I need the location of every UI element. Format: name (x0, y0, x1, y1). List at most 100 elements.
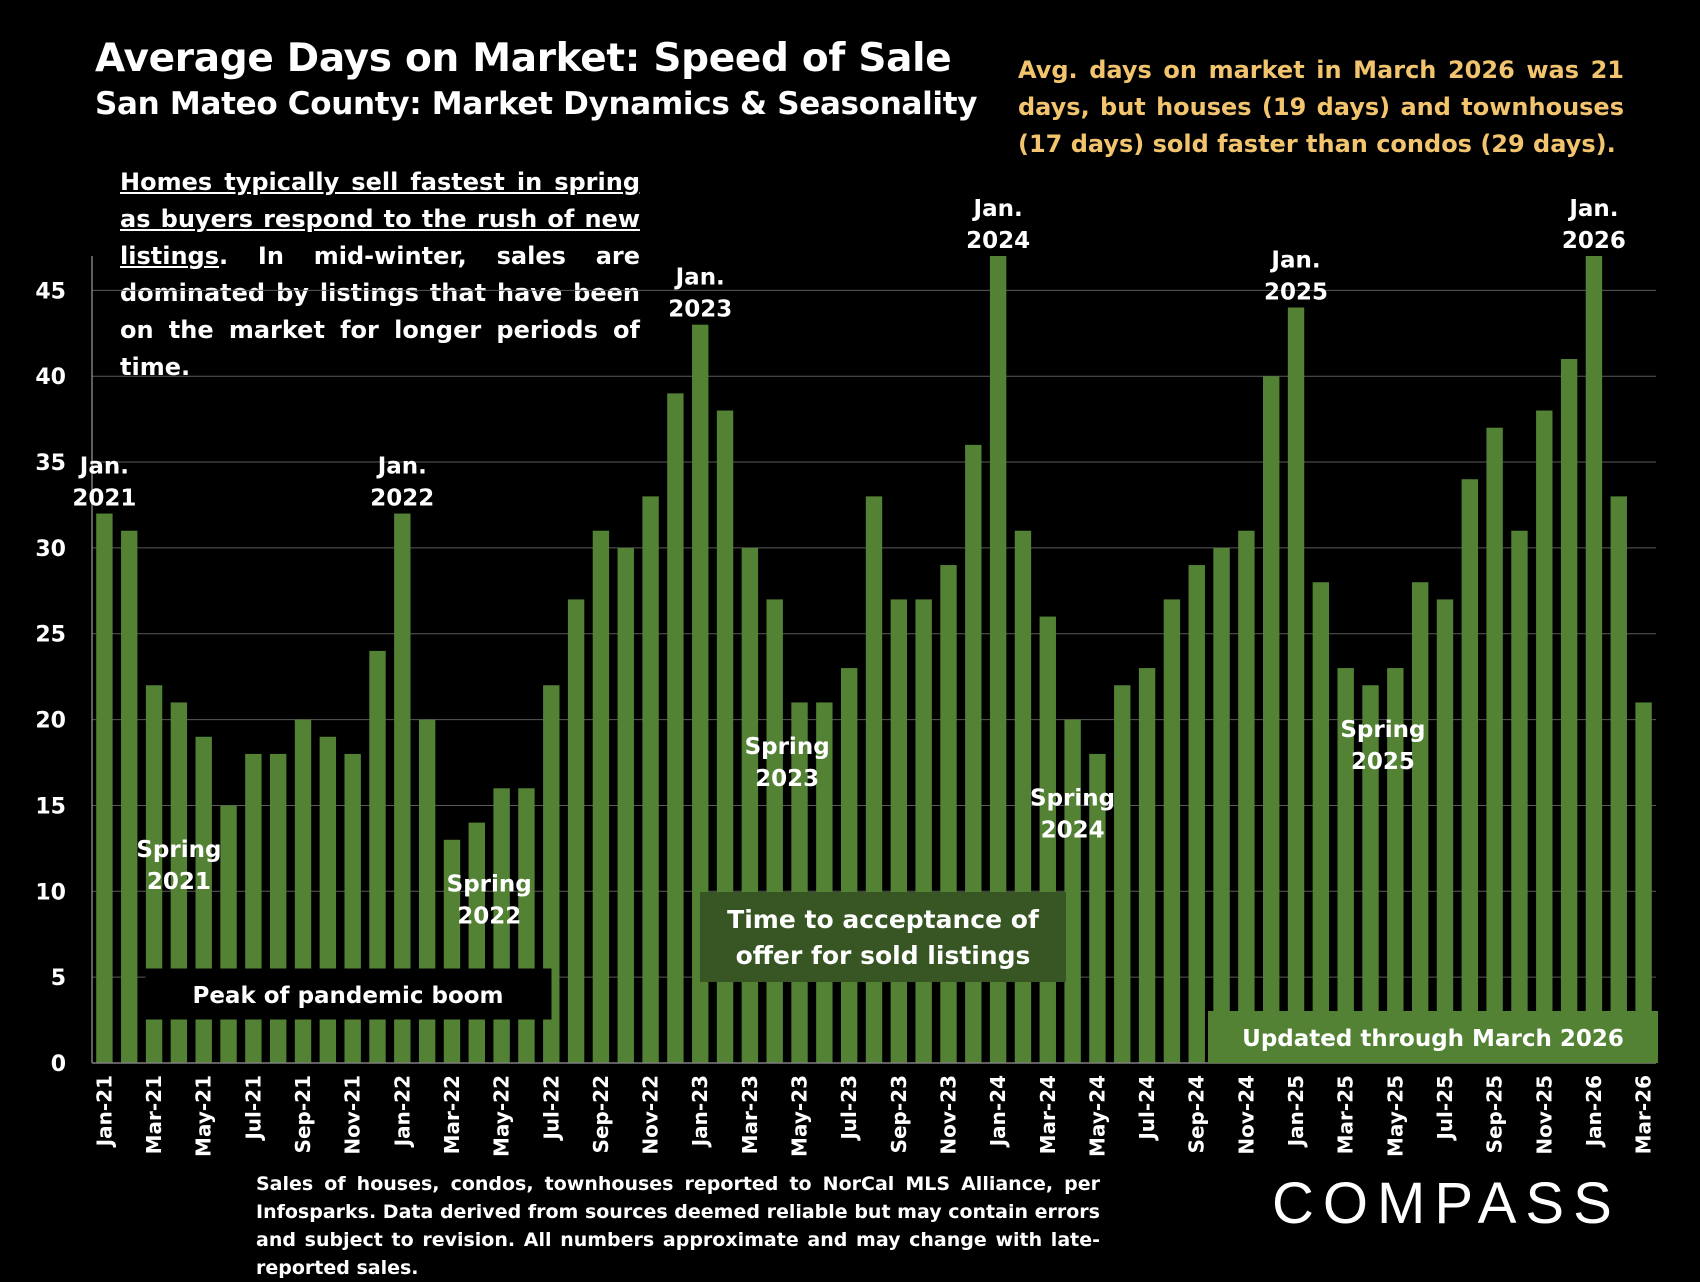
y-tick-label: 10 (35, 880, 66, 905)
x-tick-label: Sep-22 (589, 1075, 613, 1153)
x-tick-label: Jul-24 (1135, 1075, 1159, 1142)
bar-Dec-24 (1263, 376, 1280, 1063)
offer-box-label: Time to acceptance of offer for sold list… (727, 905, 1040, 970)
bar-Jan-23 (692, 324, 709, 1063)
x-tick-label: Sep-24 (1185, 1075, 1209, 1153)
x-tick-label: May-21 (192, 1075, 216, 1157)
peak-annotation: Jan. 2025 (1264, 248, 1328, 306)
x-tick-label: Jan-22 (390, 1075, 414, 1148)
x-tick-label: Jul-21 (241, 1075, 265, 1142)
bar-Nov-25 (1536, 410, 1553, 1063)
bar-Apr-22 (468, 822, 485, 1063)
peak-annotation: Jan. 2021 (72, 454, 136, 512)
x-tick-label: Sep-21 (291, 1075, 315, 1153)
x-tick-label: May-23 (788, 1075, 812, 1157)
bar-Sep-24 (1188, 565, 1205, 1063)
bar-Jan-25 (1287, 307, 1305, 1064)
x-tick-label: Sep-25 (1483, 1075, 1507, 1153)
y-tick-label: 35 (35, 451, 66, 476)
bar-Aug-22 (567, 599, 585, 1063)
x-tick-label: Jul-23 (837, 1075, 861, 1142)
bar-Dec-25 (1560, 359, 1578, 1064)
bar-May-25 (1387, 668, 1404, 1063)
source-footnote: Sales of houses, condos, townhouses repo… (256, 1173, 1100, 1279)
bar-Dec-21 (369, 650, 386, 1063)
bar-Mar-25 (1337, 668, 1354, 1063)
bar-Jan-22 (394, 513, 411, 1063)
bar-Feb-25 (1312, 582, 1330, 1063)
y-tick-label: 30 (35, 537, 66, 562)
y-tick-label: 45 (35, 279, 66, 304)
x-tick-label: Jan-26 (1582, 1075, 1606, 1148)
spring-annotation: Spring 2025 (1340, 717, 1425, 775)
bar-Nov-23 (940, 565, 957, 1063)
spring-annotation: Spring 2023 (745, 734, 830, 792)
bar-Jun-24 (1114, 685, 1131, 1063)
peak-annotation: Jan. 2023 (668, 265, 732, 323)
peak-annotation: Jan. 2022 (370, 454, 434, 512)
x-tick-label: Jan-21 (92, 1075, 116, 1148)
bar-Oct-25 (1511, 530, 1528, 1063)
y-tick-label: 20 (35, 709, 66, 734)
bar-Mar-26 (1635, 702, 1652, 1063)
x-tick-label: Nov-21 (341, 1075, 365, 1155)
x-tick-label: Mar-24 (1036, 1075, 1060, 1154)
bar-Sep-23 (890, 599, 908, 1063)
x-tick-label: Mar-23 (738, 1075, 762, 1154)
bar-Jun-21 (220, 805, 237, 1063)
bar-Feb-24 (1014, 530, 1032, 1063)
y-tick-label: 0 (51, 1052, 66, 1077)
seasonality-note-rest: . In mid-winter, sales are dominated by … (120, 242, 640, 381)
x-tick-label: Jan-25 (1284, 1075, 1308, 1148)
pandemic-box-label: Peak of pandemic boom (192, 983, 503, 1009)
seasonality-note-underlined: Homes typically sell fastest in spring a… (120, 168, 640, 270)
bar-Mar-23 (741, 547, 759, 1063)
bar-Jun-25 (1411, 582, 1429, 1063)
x-tick-label: Mar-26 (1632, 1075, 1656, 1154)
updated-box-label: Updated through March 2026 (1242, 1026, 1624, 1052)
x-tick-label: Nov-22 (639, 1075, 663, 1155)
bar-Dec-22 (667, 393, 684, 1063)
bar-Sep-25 (1486, 427, 1503, 1063)
chart-subtitle: San Mateo County: Market Dynamics & Seas… (95, 86, 978, 122)
bar-Nov-24 (1238, 530, 1255, 1063)
x-tick-label: May-25 (1383, 1075, 1407, 1157)
y-tick-label: 25 (35, 623, 66, 648)
x-tick-label: Sep-23 (887, 1075, 911, 1153)
bar-Jan-24 (989, 256, 1007, 1063)
updated-box (1208, 1011, 1658, 1063)
x-tick-label: Jan-24 (986, 1075, 1010, 1148)
x-tick-label: Jul-25 (1433, 1075, 1457, 1142)
bar-Jan-26 (1585, 256, 1603, 1063)
bar-Jul-25 (1436, 599, 1454, 1063)
bar-Jul-24 (1138, 668, 1156, 1063)
y-tick-label: 5 (51, 966, 66, 991)
x-tick-label: Mar-25 (1334, 1075, 1358, 1154)
peak-annotation: Jan. 2024 (966, 196, 1030, 254)
spring-annotation: Spring 2024 (1030, 785, 1115, 843)
x-tick-label: Nov-23 (936, 1075, 960, 1155)
y-tick-label: 40 (35, 365, 66, 390)
bar-May-24 (1089, 753, 1106, 1063)
pandemic-box (145, 968, 552, 1020)
x-tick-label: Mar-21 (142, 1075, 166, 1154)
x-tick-label: Nov-24 (1234, 1075, 1258, 1155)
x-tick-label: May-24 (1085, 1075, 1109, 1157)
chart-title: Average Days on Market: Speed of Sale (95, 36, 952, 81)
summary-note: Avg. days on market in March 2026 was 21… (1018, 56, 1624, 158)
spring-annotation: Spring 2022 (447, 871, 532, 929)
x-tick-label: May-22 (490, 1075, 514, 1157)
y-tick-label: 15 (35, 794, 66, 819)
x-tick-label: Nov-25 (1532, 1075, 1556, 1155)
x-tick-label: Jul-22 (539, 1075, 563, 1142)
bar-Aug-25 (1461, 479, 1479, 1063)
bar-Oct-22 (617, 547, 634, 1063)
bar-Nov-22 (642, 496, 659, 1064)
bar-Apr-23 (766, 599, 783, 1063)
x-tick-label: Mar-22 (440, 1075, 464, 1154)
bar-Feb-26 (1610, 496, 1627, 1064)
peak-annotation: Jan. 2026 (1562, 196, 1626, 254)
bar-Sep-22 (592, 530, 610, 1063)
compass-logo: COMPASS (1272, 1171, 1621, 1236)
